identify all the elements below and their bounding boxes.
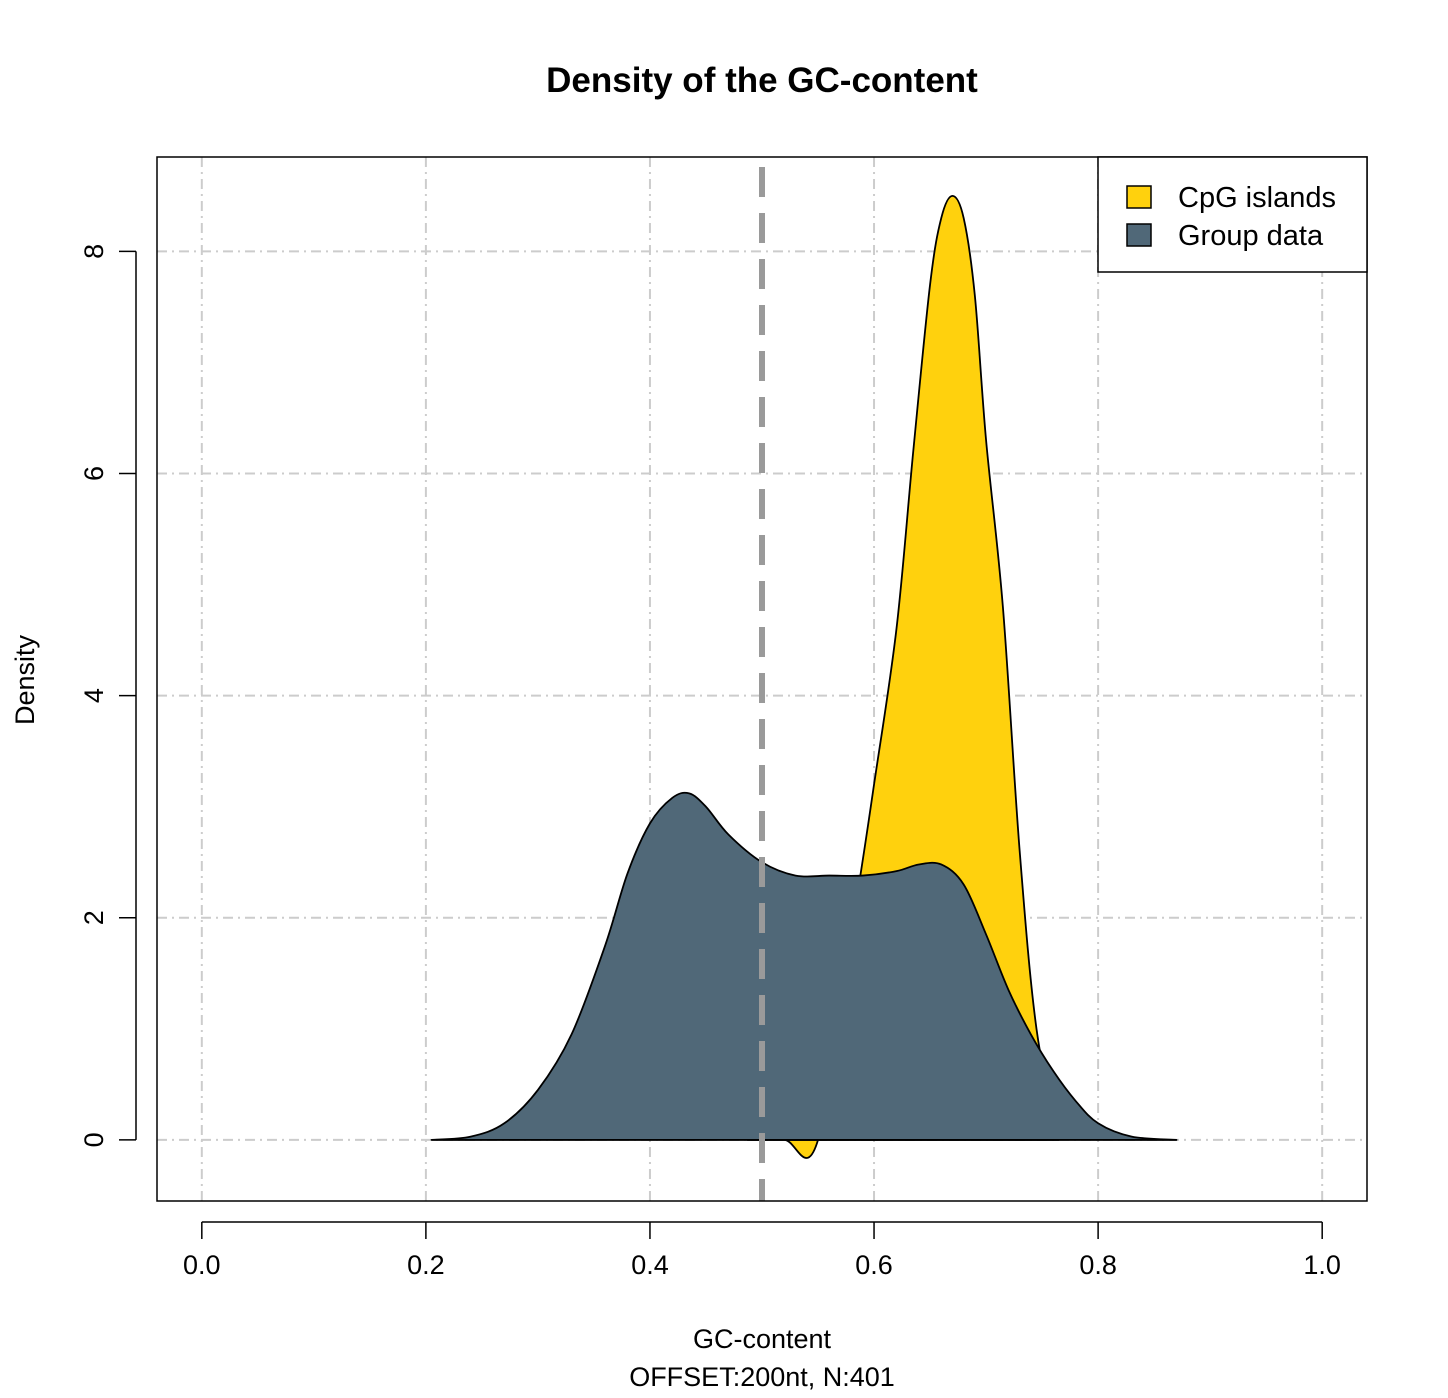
x-tick-label-0: 0.0 <box>183 1250 221 1280</box>
chart-title: Density of the GC-content <box>546 61 978 100</box>
x-tick-label-5: 1.0 <box>1303 1250 1341 1280</box>
x-axis-subtitle: OFFSET:200nt, N:401 <box>629 1362 895 1392</box>
y-tick-label-3: 6 <box>79 466 109 481</box>
x-tick-label-3: 0.6 <box>855 1250 893 1280</box>
grid <box>157 157 1367 1201</box>
x-tick-label-2: 0.4 <box>631 1250 669 1280</box>
y-tick-label-1: 2 <box>79 910 109 925</box>
legend-label-1: Group data <box>1178 220 1324 252</box>
density-areas <box>430 194 1178 1159</box>
x-tick-label-4: 0.8 <box>1079 1250 1117 1280</box>
legend-label-0: CpG islands <box>1178 182 1336 214</box>
legend: CpG islands Group data <box>1097 156 1368 273</box>
legend-swatch-0 <box>1126 185 1152 209</box>
x-axis-label: GC-content <box>693 1324 832 1354</box>
legend-swatch-1 <box>1126 223 1152 247</box>
x-tick-label-1: 0.2 <box>407 1250 445 1280</box>
density-area-1 <box>430 791 1178 1141</box>
y-tick-label-0: 0 <box>79 1132 109 1147</box>
y-tick-label-2: 4 <box>79 688 109 703</box>
y-axis-label: Density <box>10 634 40 725</box>
axes: 0.0 0.2 0.4 0.6 0.8 1.0 0 2 4 6 8 <box>79 244 1341 1280</box>
legend-box <box>1097 156 1368 273</box>
plot-frame <box>156 156 1368 1202</box>
y-tick-label-4: 8 <box>79 244 109 259</box>
